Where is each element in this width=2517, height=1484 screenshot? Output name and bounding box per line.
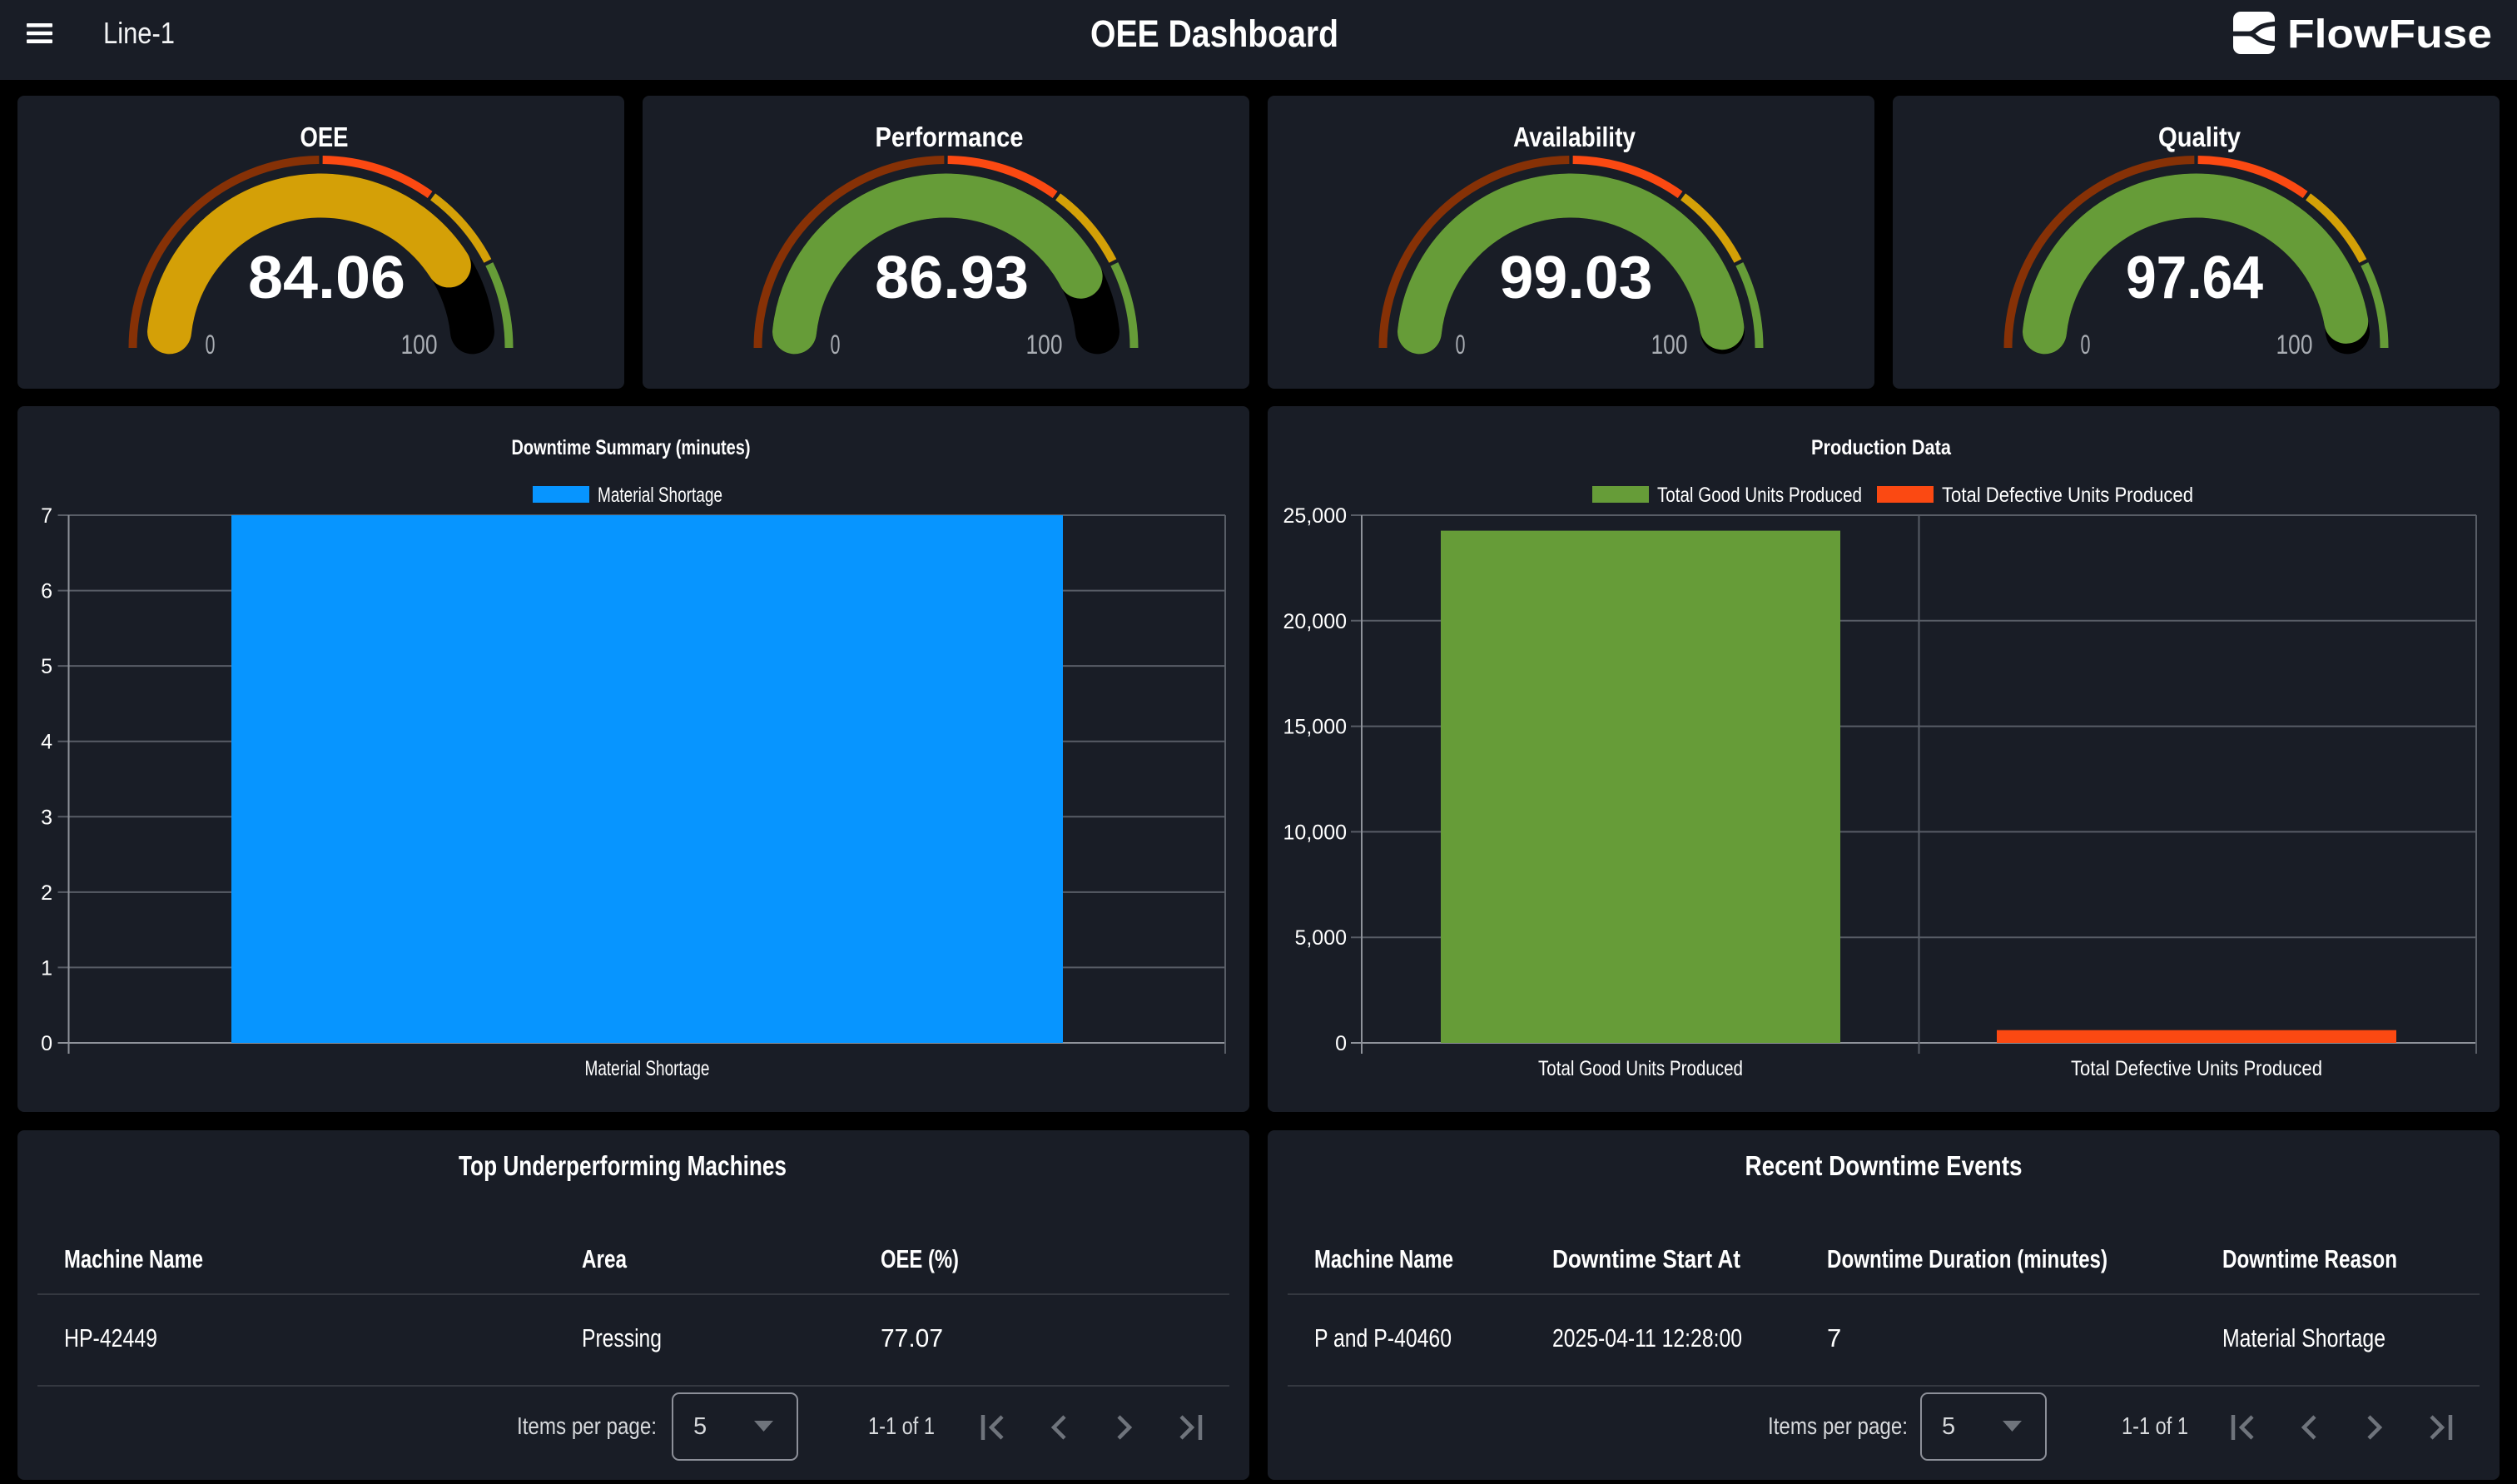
svg-text:Total Good Units Produced: Total Good Units Produced	[1657, 484, 1862, 507]
svg-text:5: 5	[41, 655, 52, 678]
svg-text:2025-04-11 12:28:00: 2025-04-11 12:28:00	[1552, 1323, 1742, 1352]
svg-text:15,000: 15,000	[1283, 716, 1347, 739]
svg-text:Total Defective Units Produced: Total Defective Units Produced	[1942, 484, 2193, 507]
svg-text:Downtime Duration (minutes): Downtime Duration (minutes)	[1827, 1244, 2107, 1273]
svg-text:Machine Name: Machine Name	[64, 1244, 203, 1273]
svg-text:Downtime Start At: Downtime Start At	[1552, 1244, 1740, 1273]
svg-text:99.03: 99.03	[1500, 245, 1653, 311]
svg-text:Items per page:: Items per page:	[1768, 1413, 1908, 1440]
svg-text:Quality: Quality	[2158, 122, 2241, 152]
svg-text:Production Data: Production Data	[1811, 436, 1952, 459]
svg-text:2: 2	[41, 881, 52, 905]
svg-text:3: 3	[41, 806, 52, 829]
svg-text:OEE (%): OEE (%)	[881, 1244, 959, 1273]
svg-text:OEE Dashboard: OEE Dashboard	[1090, 12, 1338, 55]
svg-text:0: 0	[831, 330, 841, 360]
svg-text:100: 100	[401, 330, 438, 360]
svg-text:77.07: 77.07	[881, 1323, 943, 1352]
svg-text:OEE: OEE	[300, 122, 349, 152]
svg-text:1-1 of 1: 1-1 of 1	[868, 1413, 935, 1440]
svg-text:4: 4	[41, 731, 52, 754]
svg-text:0: 0	[1335, 1032, 1347, 1055]
svg-text:Machine Name: Machine Name	[1314, 1244, 1453, 1273]
svg-text:Top Underperforming Machines: Top Underperforming Machines	[459, 1150, 787, 1181]
svg-text:Line-1: Line-1	[103, 16, 175, 50]
svg-text:Items per page:: Items per page:	[517, 1413, 657, 1440]
svg-text:100: 100	[2276, 330, 2313, 360]
svg-text:1-1 of 1: 1-1 of 1	[2122, 1413, 2188, 1440]
svg-text:Total Defective Units Produced: Total Defective Units Produced	[2071, 1057, 2322, 1080]
svg-text:1: 1	[41, 956, 52, 980]
svg-text:Area: Area	[582, 1244, 628, 1273]
svg-text:0: 0	[206, 330, 216, 360]
svg-text:0: 0	[2081, 330, 2091, 360]
svg-text:10,000: 10,000	[1283, 821, 1347, 844]
svg-text:Downtime Summary (minutes): Downtime Summary (minutes)	[512, 436, 751, 459]
svg-text:20,000: 20,000	[1283, 610, 1347, 633]
svg-text:P and P-40460: P and P-40460	[1314, 1323, 1452, 1352]
svg-text:100: 100	[1651, 330, 1688, 360]
svg-text:0: 0	[1456, 330, 1466, 360]
svg-text:Material Shortage: Material Shortage	[585, 1057, 710, 1080]
svg-text:6: 6	[41, 580, 52, 603]
svg-text:86.93: 86.93	[875, 245, 1029, 311]
svg-text:Material Shortage: Material Shortage	[598, 484, 722, 507]
svg-text:5: 5	[693, 1413, 707, 1440]
svg-text:0: 0	[41, 1032, 52, 1055]
svg-text:Recent Downtime Events: Recent Downtime Events	[1745, 1150, 2023, 1181]
svg-text:Total Good Units Produced: Total Good Units Produced	[1538, 1057, 1743, 1080]
svg-text:5,000: 5,000	[1294, 926, 1347, 950]
svg-text:5: 5	[1942, 1413, 1955, 1440]
svg-text:7: 7	[1827, 1323, 1841, 1352]
svg-text:100: 100	[1026, 330, 1063, 360]
svg-text:HP-42449: HP-42449	[64, 1323, 157, 1352]
svg-text:Performance: Performance	[876, 122, 1024, 152]
svg-text:Downtime Reason: Downtime Reason	[2222, 1244, 2397, 1273]
svg-text:97.64: 97.64	[2126, 245, 2263, 311]
svg-text:7: 7	[41, 504, 52, 528]
svg-text:25,000: 25,000	[1283, 504, 1347, 528]
svg-text:Material Shortage: Material Shortage	[2222, 1323, 2385, 1352]
svg-text:FlowFuse: FlowFuse	[2287, 12, 2492, 57]
svg-text:Availability: Availability	[1513, 122, 1636, 152]
svg-text:Pressing: Pressing	[582, 1323, 662, 1352]
svg-text:84.06: 84.06	[248, 245, 405, 311]
